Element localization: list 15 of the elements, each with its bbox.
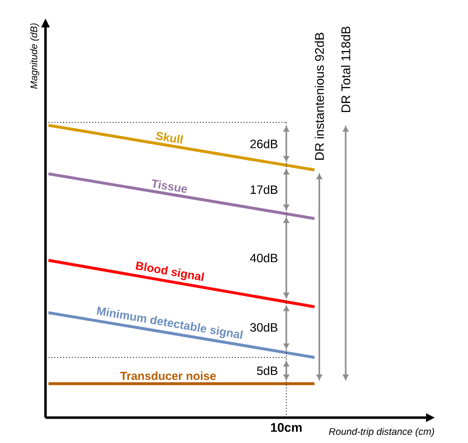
- text: Blood signal: [136, 262, 204, 282]
- annotation: 26dB: [250, 139, 278, 148]
- annotation: 17dB: [250, 185, 278, 194]
- annotation: DR instantenious 92dB: [314, 32, 324, 160]
- annotation: 40dB: [250, 253, 278, 262]
- text: Tissue: [152, 179, 187, 193]
- y-axis-title: Magnitude (dB): [30, 23, 40, 89]
- text: Skull: [156, 132, 184, 144]
- annotation: 30dB: [250, 322, 278, 332]
- text: Minimum detectable signal: [96, 306, 243, 339]
- annotation: 5dB: [257, 366, 278, 376]
- series-label: Transducer noise: [120, 372, 216, 380]
- x-axis-title: Round-trip distance (cm): [328, 428, 434, 437]
- text: 10cm: [271, 423, 302, 432]
- text: DR Total 118dB: [341, 26, 350, 112]
